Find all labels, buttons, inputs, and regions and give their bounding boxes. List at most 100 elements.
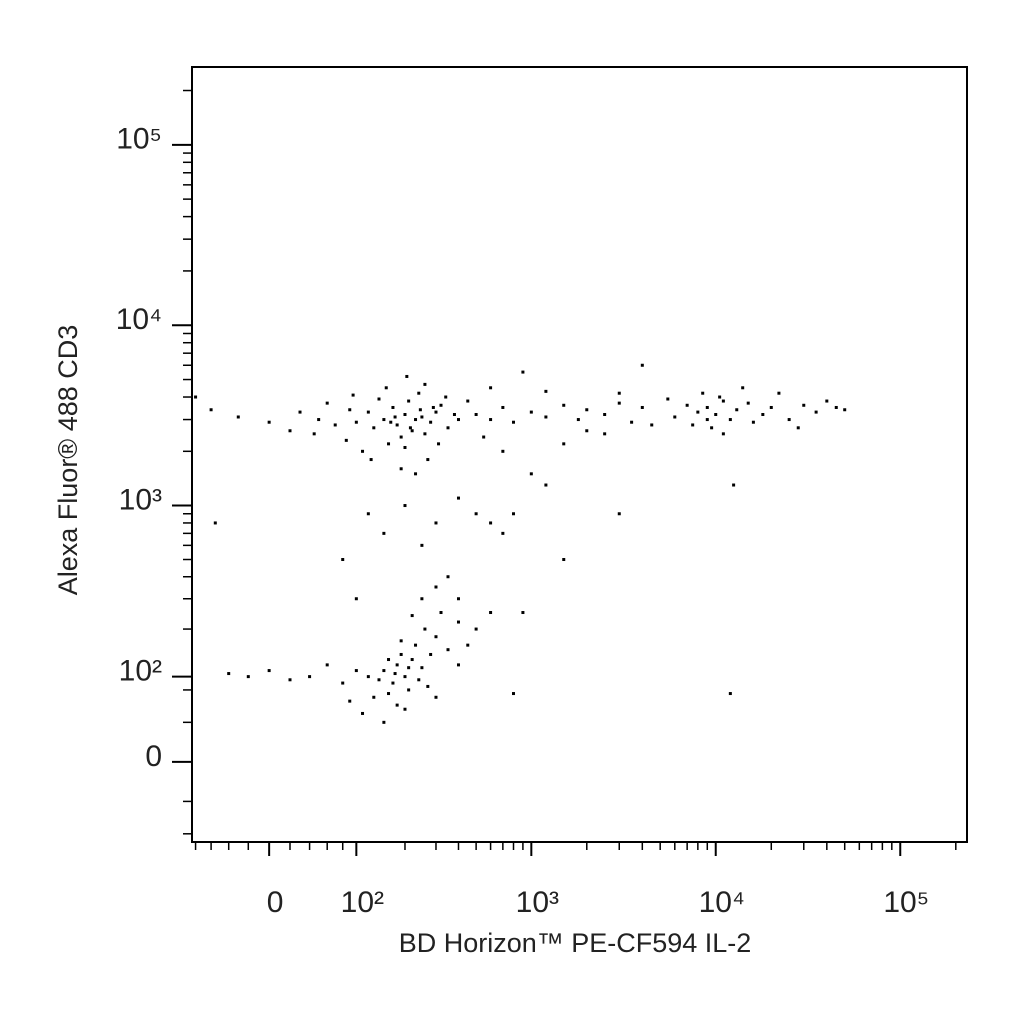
- event-dot: [366, 675, 370, 679]
- event-dot: [423, 382, 427, 386]
- event-dot: [482, 435, 486, 439]
- event-dot: [834, 405, 838, 409]
- event-dot: [420, 666, 424, 670]
- event-dot: [685, 403, 689, 407]
- event-dot: [456, 496, 460, 500]
- event-dot: [746, 401, 750, 405]
- event-dot: [366, 410, 370, 414]
- event-dot: [341, 558, 345, 562]
- event-dot: [403, 413, 407, 417]
- event-dot: [434, 585, 438, 589]
- event-dot: [474, 512, 478, 516]
- event-dot: [395, 663, 399, 667]
- event-dot: [410, 429, 414, 433]
- event-dot: [403, 445, 407, 449]
- event-dot: [317, 418, 321, 422]
- event-dot: [344, 438, 348, 442]
- event-dot: [414, 643, 418, 647]
- event-dot: [761, 413, 765, 417]
- event-dot: [395, 423, 399, 427]
- event-dot: [308, 675, 312, 679]
- event-dot: [446, 426, 450, 430]
- event-dot: [434, 635, 438, 639]
- event-dot: [366, 512, 370, 516]
- event-dot: [705, 405, 709, 409]
- event-dot: [382, 720, 386, 724]
- event-dot: [407, 666, 411, 670]
- event-dot: [403, 504, 407, 508]
- event-dot: [456, 620, 460, 624]
- event-dot: [721, 399, 725, 403]
- event-dot: [437, 442, 441, 446]
- event-dot: [666, 397, 670, 401]
- event-dot: [236, 415, 240, 419]
- event-dot: [521, 370, 525, 374]
- event-dot: [399, 435, 403, 439]
- event-dot: [650, 423, 654, 427]
- event-dot: [407, 688, 411, 692]
- event-dot: [395, 703, 399, 707]
- event-dot: [544, 389, 548, 393]
- y-tick-label: 10⁵: [116, 123, 162, 156]
- event-dot: [417, 391, 421, 395]
- event-dot: [393, 672, 397, 676]
- event-dot: [420, 543, 424, 547]
- event-dot: [562, 403, 566, 407]
- event-dot: [439, 403, 443, 407]
- event-dot: [434, 695, 438, 699]
- event-dot: [603, 413, 607, 417]
- event-dot: [408, 426, 412, 430]
- event-dot: [377, 678, 381, 682]
- event-dot: [444, 395, 448, 399]
- event-dot: [474, 413, 478, 417]
- event-dot: [387, 658, 391, 662]
- event-dot: [387, 442, 391, 446]
- event-dot: [489, 418, 493, 422]
- event-dot: [420, 597, 424, 601]
- event-dot: [391, 681, 395, 685]
- event-dot: [529, 472, 533, 476]
- event-dot: [696, 410, 700, 414]
- event-dot: [434, 410, 438, 414]
- event-dot: [298, 410, 302, 414]
- event-dot: [377, 397, 381, 401]
- event-dot: [802, 403, 806, 407]
- y-tick-label: 0: [145, 740, 162, 773]
- event-dot: [351, 393, 355, 397]
- event-dot: [399, 639, 403, 643]
- event-dot: [474, 627, 478, 631]
- y-axis-title: Alexa Fluor® 488 CD3: [53, 325, 83, 596]
- event-dot: [751, 420, 755, 424]
- event-dot: [267, 420, 271, 424]
- y-tick-label: 10³: [119, 483, 162, 516]
- event-dot: [777, 391, 781, 395]
- event-dot: [814, 410, 818, 414]
- event-dot: [630, 420, 634, 424]
- event-dot: [369, 458, 373, 462]
- event-dot: [410, 658, 414, 662]
- event-dot: [405, 374, 409, 378]
- event-dot: [544, 483, 548, 487]
- event-dot: [701, 391, 705, 395]
- event-dot: [361, 711, 365, 715]
- event-dot: [769, 405, 773, 409]
- event-dot: [209, 408, 213, 412]
- x-axis-title: BD Horizon™ PE-CF594 IL-2: [399, 928, 752, 958]
- event-dot: [213, 521, 217, 525]
- event-dot: [361, 449, 365, 453]
- event-dot: [414, 472, 418, 476]
- event-dot: [732, 483, 736, 487]
- plot-frame: [191, 66, 968, 843]
- event-dot: [423, 627, 427, 631]
- event-dot: [603, 432, 607, 436]
- event-dot: [714, 413, 718, 417]
- event-dot: [267, 669, 271, 673]
- event-dot: [399, 652, 403, 656]
- event-dot: [446, 648, 450, 652]
- event-dot: [529, 410, 533, 414]
- event-dot: [426, 458, 430, 462]
- event-dot: [288, 429, 292, 433]
- x-tick-label: 10⁵: [883, 886, 929, 919]
- event-dot: [391, 405, 395, 409]
